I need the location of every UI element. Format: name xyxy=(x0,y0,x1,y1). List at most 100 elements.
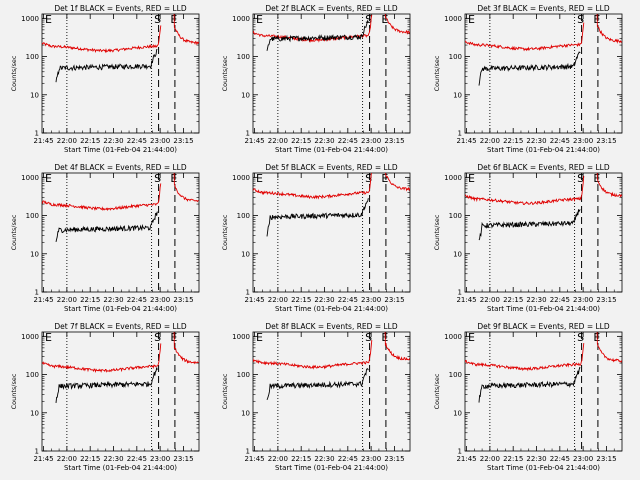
series-events-line xyxy=(266,198,369,237)
event-marker-S: S xyxy=(577,13,584,26)
corner-marker-label: E xyxy=(468,172,475,185)
x-tick-label: 21:45 xyxy=(33,455,53,463)
x-tick-label: 22:15 xyxy=(80,296,100,304)
event-marker-E: E xyxy=(381,13,388,26)
x-tick-label: 21:45 xyxy=(456,296,476,304)
y-tick-label: 100 xyxy=(449,212,462,220)
y-tick-label: 1000 xyxy=(21,15,39,23)
y-tick-label: 1 xyxy=(458,448,462,456)
x-tick-label: 23:15 xyxy=(596,137,616,145)
panel-5: Det 5f BLACK = Events, RED = LLD 1 10 100 10… xyxy=(221,163,411,313)
panel-title: Det 8f BLACK = Events, RED = LLD xyxy=(265,322,398,331)
x-tick-label: 22:45 xyxy=(338,296,358,304)
corner-marker-label: E xyxy=(256,13,263,26)
x-tick-label: 21:45 xyxy=(244,455,264,463)
y-tick-label: 100 xyxy=(237,371,250,379)
x-tick-label: 21:45 xyxy=(456,137,476,145)
x-tick-label: 22:45 xyxy=(127,296,147,304)
plot-frame xyxy=(464,13,623,134)
x-tick-label: 23:00 xyxy=(573,455,593,463)
x-axis-label: Start Time (01-Feb-04 21:44:00) xyxy=(275,146,388,154)
panel-9: Det 9f BLACK = Events, RED = LLD 1 10 100 10… xyxy=(433,322,623,472)
x-axis-label: Start Time (01-Feb-04 21:44:00) xyxy=(275,464,388,472)
x-tick-label: 22:00 xyxy=(268,455,288,463)
x-tick-label: 22:15 xyxy=(503,137,523,145)
y-tick-label: 10 xyxy=(453,409,462,417)
panel-title: Det 9f BLACK = Events, RED = LLD xyxy=(477,322,610,331)
x-tick-label: 22:30 xyxy=(103,455,123,463)
x-tick-label: 22:45 xyxy=(127,455,147,463)
series-lld-line xyxy=(596,332,622,363)
x-axis-label: Start Time (01-Feb-04 21:44:00) xyxy=(487,146,600,154)
y-tick-label: 1000 xyxy=(232,174,250,182)
series-events-line xyxy=(478,51,581,86)
x-axis-label: Start Time (01-Feb-04 21:44:00) xyxy=(64,305,177,313)
event-marker-S: S xyxy=(577,172,584,185)
x-tick-label: 22:30 xyxy=(526,296,546,304)
panel-8: Det 8f BLACK = Events, RED = LLD 1 10 100 10… xyxy=(221,322,411,472)
y-tick-label: 1 xyxy=(35,130,39,138)
corner-marker-label: E xyxy=(45,172,52,185)
y-tick-label: 1 xyxy=(246,289,250,297)
x-tick-label: 23:15 xyxy=(596,455,616,463)
panel-title: Det 2f BLACK = Events, RED = LLD xyxy=(265,4,398,13)
x-tick-label: 21:45 xyxy=(244,296,264,304)
panel-4: Det 4f BLACK = Events, RED = LLD 1 10 100 10… xyxy=(10,163,200,313)
x-axis-label: Start Time (01-Feb-04 21:44:00) xyxy=(487,305,600,313)
series-lld-line xyxy=(465,22,585,52)
event-marker-S: S xyxy=(154,172,161,185)
y-tick-label: 100 xyxy=(237,212,250,220)
x-tick-label: 22:45 xyxy=(550,296,570,304)
y-tick-label: 100 xyxy=(26,53,39,61)
series-lld-line xyxy=(384,14,410,35)
panel-title: Det 4f BLACK = Events, RED = LLD xyxy=(54,163,187,172)
x-tick-label: 22:15 xyxy=(291,455,311,463)
series-lld-line xyxy=(42,183,162,212)
plot-frame xyxy=(252,172,411,293)
x-tick-label: 23:15 xyxy=(384,296,404,304)
series-events-line xyxy=(478,209,581,241)
y-tick-label: 100 xyxy=(237,53,250,61)
event-marker-S: S xyxy=(365,331,372,344)
x-tick-label: 23:15 xyxy=(384,137,404,145)
series-events-line xyxy=(55,48,158,83)
x-tick-label: 22:00 xyxy=(57,455,77,463)
x-tick-label: 23:00 xyxy=(361,296,381,304)
x-tick-label: 23:15 xyxy=(173,455,193,463)
series-lld-line xyxy=(384,332,410,361)
panel-1: Det 1f BLACK = Events, RED = LLD 1 10 100 10… xyxy=(10,4,200,154)
event-marker-S: S xyxy=(154,13,161,26)
x-tick-label: 22:30 xyxy=(526,137,546,145)
x-tick-label: 22:45 xyxy=(338,137,358,145)
plot-frame xyxy=(252,331,411,452)
y-tick-label: 1 xyxy=(35,289,39,297)
panel-title: Det 3f BLACK = Events, RED = LLD xyxy=(477,4,610,13)
plot-frame xyxy=(41,13,200,134)
y-tick-label: 1000 xyxy=(232,333,250,341)
x-tick-label: 23:00 xyxy=(150,296,170,304)
plot-frame xyxy=(464,331,623,452)
panel-6: Det 6f BLACK = Events, RED = LLD 1 10 100 10… xyxy=(433,163,623,313)
panel-2: Det 2f BLACK = Events, RED = LLD 1 10 100 10… xyxy=(221,4,411,154)
x-tick-label: 22:45 xyxy=(550,137,570,145)
panel-title: Det 1f BLACK = Events, RED = LLD xyxy=(54,4,187,13)
panel-title: Det 7f BLACK = Events, RED = LLD xyxy=(54,322,187,331)
x-tick-label: 22:00 xyxy=(57,296,77,304)
y-axis-label: Counts/sec xyxy=(10,214,18,250)
plot-frame xyxy=(252,13,411,134)
y-tick-label: 10 xyxy=(30,250,39,258)
x-tick-label: 23:00 xyxy=(150,137,170,145)
series-lld-line xyxy=(253,340,373,370)
x-tick-label: 23:00 xyxy=(573,296,593,304)
x-tick-label: 21:45 xyxy=(244,137,264,145)
x-axis-label: Start Time (01-Feb-04 21:44:00) xyxy=(64,464,177,472)
plot-frame xyxy=(41,331,200,452)
x-tick-label: 23:15 xyxy=(173,137,193,145)
y-tick-label: 1 xyxy=(246,130,250,138)
series-lld-line xyxy=(465,175,585,206)
series-lld-line xyxy=(465,343,585,372)
x-tick-label: 23:00 xyxy=(361,137,381,145)
series-events-line xyxy=(55,211,158,242)
y-tick-label: 10 xyxy=(241,250,250,258)
